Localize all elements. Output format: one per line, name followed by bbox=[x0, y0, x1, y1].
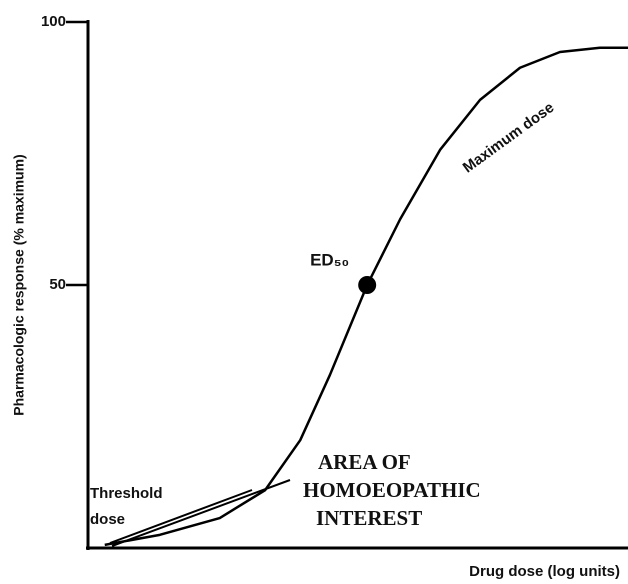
y-tick-label: 50 bbox=[49, 276, 66, 293]
ed50-point bbox=[358, 276, 377, 294]
y-tick-label: 100 bbox=[41, 13, 66, 30]
annotation: dose bbox=[90, 511, 125, 528]
y-axis-label: Pharmacologic response (% maximum) bbox=[11, 154, 27, 415]
annotation: HOMOEOPATHIC bbox=[303, 478, 481, 502]
annotation: AREA OF bbox=[318, 450, 411, 474]
annotation: Maximum dose bbox=[460, 99, 558, 176]
curve bbox=[104, 46, 628, 547]
pointer-lines bbox=[109, 479, 291, 547]
x-axis-label: Drug dose (log units) bbox=[469, 563, 620, 580]
ed50-label: ED₅₀ bbox=[310, 250, 349, 269]
annotation: Threshold bbox=[90, 485, 163, 502]
annotation: INTEREST bbox=[316, 506, 422, 530]
